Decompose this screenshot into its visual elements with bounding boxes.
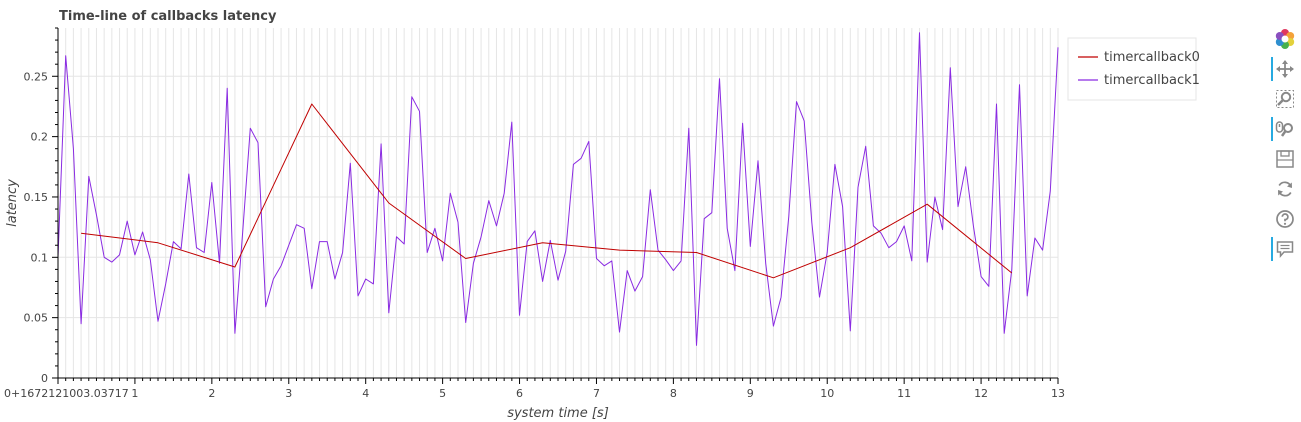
save-tool-button[interactable] xyxy=(1270,144,1300,174)
hover-tool-button[interactable] xyxy=(1270,234,1300,264)
legend[interactable]: timercallback0 timercallback1 xyxy=(1067,37,1200,101)
legend-label-timercallback0[interactable]: timercallback0 xyxy=(1104,50,1200,65)
save-icon xyxy=(1276,150,1294,168)
y-tick-label: 0 xyxy=(41,372,48,385)
hover-icon xyxy=(1276,241,1294,258)
series-layer xyxy=(57,32,1059,346)
x-tick-label: 9 xyxy=(747,387,754,400)
pan-icon xyxy=(1276,60,1294,78)
bokeh-logo[interactable] xyxy=(1270,24,1300,54)
wheel-zoom-tool-button[interactable] xyxy=(1270,114,1300,144)
bokeh-logo-icon xyxy=(1275,29,1295,49)
x-tick-label: 8 xyxy=(670,387,677,400)
toolbar xyxy=(1270,24,1300,264)
x-tick-label: 10 xyxy=(820,387,834,400)
help-tool-button[interactable] xyxy=(1270,204,1300,234)
x-tick-label: 12 xyxy=(974,387,988,400)
reset-tool-button[interactable] xyxy=(1270,174,1300,204)
x-tick-label: 11 xyxy=(897,387,911,400)
chart-title: Time-line of callbacks latency xyxy=(59,9,277,24)
y-tick-label: 0.25 xyxy=(24,70,49,83)
x-axis-label: system time [s] xyxy=(507,406,609,421)
x-offset-label: 0+1672121003.03717 xyxy=(4,387,129,400)
series-line-timercallback0 xyxy=(81,103,1013,279)
x-tick-label: 6 xyxy=(516,387,523,400)
x-tick-label: 1 xyxy=(131,387,138,400)
box-zoom-tool-button[interactable] xyxy=(1270,84,1300,114)
help-icon xyxy=(1276,210,1294,228)
x-tick-label: 5 xyxy=(439,387,446,400)
x-tick-label: 4 xyxy=(362,387,369,400)
legend-box xyxy=(1067,37,1197,101)
box-zoom-icon xyxy=(1276,90,1294,108)
y-tick-label: 0.1 xyxy=(31,251,49,264)
x-tick-label: 13 xyxy=(1051,387,1065,400)
y-axis-label: latency xyxy=(5,179,20,227)
y-tick-label: 0.05 xyxy=(24,312,49,325)
x-tick-label: 2 xyxy=(208,387,215,400)
y-tick-label: 0.15 xyxy=(24,191,49,204)
x-tick-label: 3 xyxy=(285,387,292,400)
reset-icon xyxy=(1278,181,1292,197)
legend-label-timercallback1[interactable]: timercallback1 xyxy=(1104,73,1200,88)
wheel-zoom-icon xyxy=(1275,121,1293,137)
pan-tool-button[interactable] xyxy=(1270,54,1300,84)
x-tick-label: 7 xyxy=(593,387,600,400)
y-tick-label: 0.2 xyxy=(31,131,49,144)
series-line-timercallback1 xyxy=(57,32,1059,346)
grid xyxy=(58,28,1059,379)
